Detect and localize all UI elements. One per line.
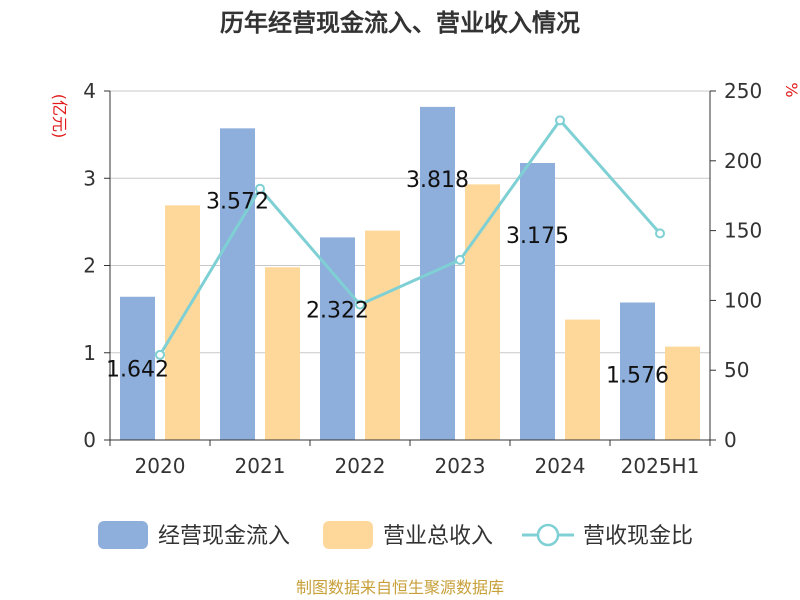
bar-cash-inflow [220, 128, 255, 440]
ratio-point [255, 183, 265, 194]
right-tick-label: 150 [724, 219, 762, 243]
x-tick-label: 2021 [235, 454, 286, 478]
x-tick-label: 2022 [335, 454, 386, 478]
left-tick-label: 4 [83, 79, 96, 103]
cash-inflow-data-label: 3.572 [206, 189, 269, 214]
left-tick-label: 3 [83, 166, 96, 190]
bar-revenue [565, 319, 600, 440]
cash-inflow-data-label: 2.322 [306, 298, 369, 323]
left-tick-label: 1 [83, 341, 96, 365]
cash-inflow-data-label: 3.175 [506, 224, 569, 249]
cash-inflow-data-label: 1.576 [606, 363, 669, 388]
bar-cash-inflow [620, 302, 655, 440]
legend-swatch-revenue [323, 521, 373, 549]
x-tick-label: 2025H1 [621, 454, 700, 478]
right-axis-unit: % [782, 82, 800, 97]
bar-cash-inflow [320, 237, 355, 440]
source-note: 制图数据来自恒生聚源数据库 [296, 578, 504, 597]
ratio-point [655, 228, 665, 239]
axes: 0 1 2 3 4 0 50 100 150 200 250 2020 2021 2022 2023 2024… [83, 79, 762, 478]
bar-revenue [665, 346, 700, 440]
grid-lines [110, 90, 710, 354]
bar-cash-inflow [420, 106, 455, 440]
right-tick-label: 250 [724, 79, 762, 103]
bar-cash-inflow [120, 296, 155, 440]
cash-inflow-data-label: 1.642 [106, 358, 169, 383]
bar-revenue [165, 205, 200, 440]
legend-label-cash-inflow: 经营现金流入 [158, 524, 290, 549]
right-tick-label: 100 [724, 288, 762, 312]
bars [120, 106, 700, 440]
ratio-point [355, 299, 365, 310]
right-tick-label: 50 [724, 358, 749, 382]
cash-inflow-data-label: 3.818 [406, 168, 469, 193]
x-tick-label: 2023 [435, 454, 486, 478]
left-tick-label: 0 [83, 428, 96, 452]
ratio-point [155, 349, 165, 360]
legend: 经营现金流入 营业总收入 营收现金比 [98, 521, 693, 549]
bar-revenue [465, 184, 500, 440]
left-tick-label: 2 [83, 254, 96, 278]
legend-label-revenue: 营业总收入 [383, 524, 493, 549]
ratio-point [455, 254, 465, 265]
ratio-line-path [158, 117, 662, 356]
bar-revenue [265, 267, 300, 440]
legend-swatch-cash-inflow [98, 521, 148, 549]
bar-cash-inflow [520, 162, 555, 440]
x-tick-label: 2020 [135, 454, 186, 478]
right-tick-label: 0 [724, 428, 737, 452]
x-tick-label: 2024 [535, 454, 586, 478]
ratio-point [555, 115, 565, 126]
legend-marker-ratio [536, 523, 560, 547]
data-labels: 1.642 3.572 2.322 3.818 3.175 1.576 [106, 168, 669, 389]
legend-label-ratio: 营收现金比 [583, 524, 693, 549]
bar-revenue [365, 230, 400, 440]
left-axis-unit: (亿元) [50, 94, 69, 139]
right-tick-label: 200 [724, 149, 762, 173]
ratio-line [155, 115, 665, 360]
chart-title: 历年经营现金流入、营业收入情况 [220, 9, 580, 37]
